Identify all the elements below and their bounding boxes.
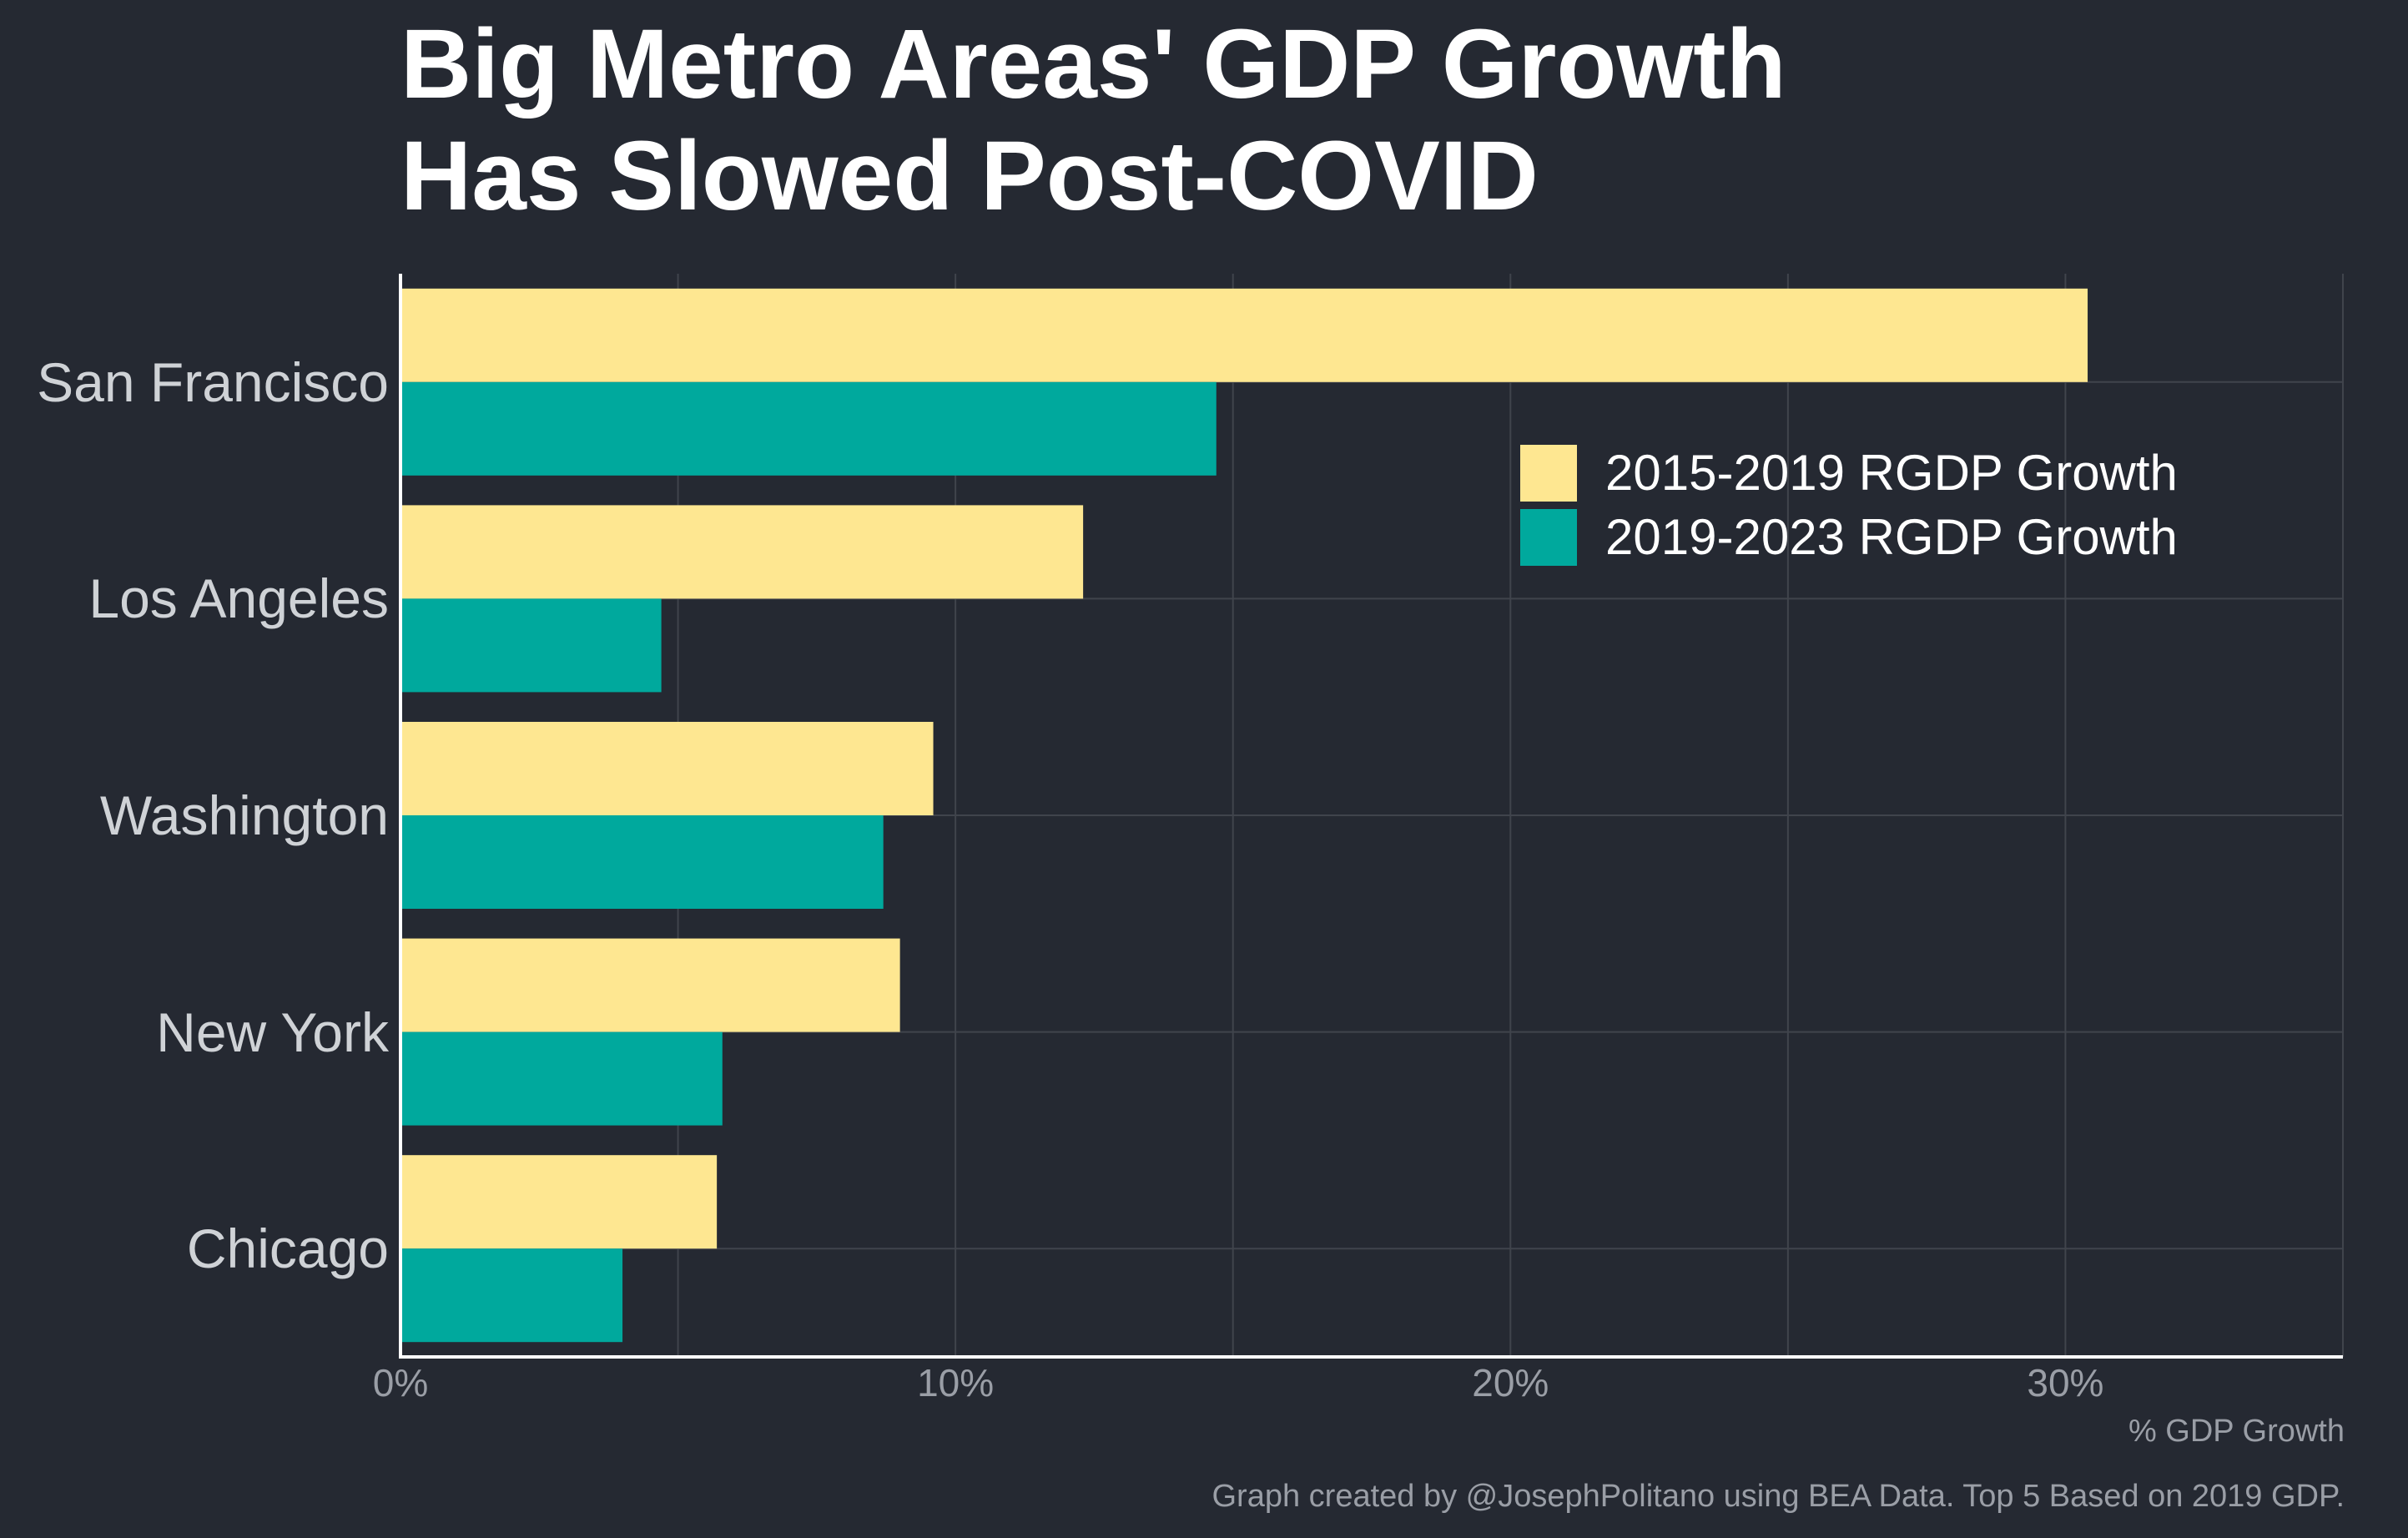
bar-new-york-series-1: [400, 938, 900, 1032]
legend-swatch-2019-2023: [1520, 508, 1577, 566]
x-tick-label-30: 30%: [2027, 1361, 2104, 1404]
bar-san-francisco-series-2: [400, 381, 1217, 476]
x-axis-label: % GDP Growth: [2128, 1414, 2345, 1449]
category-label-san-francisco: San Francisco: [37, 350, 389, 413]
bar-washington-series-2: [400, 815, 884, 909]
footer-credit: Graph created by @JosephPolitano using B…: [1212, 1479, 2345, 1514]
bar-los-angeles-series-1: [400, 505, 1084, 599]
bar-washington-series-1: [400, 722, 934, 815]
x-tick-label-0: 0%: [372, 1361, 429, 1404]
chart-title-line-2: Has Slowed Post-COVID: [400, 121, 1539, 231]
bar-new-york-series-2: [400, 1031, 723, 1126]
legend-item-2019-2023: 2019-2023 RGDP Growth: [1520, 505, 2178, 569]
bar-chicago-series-2: [400, 1248, 623, 1343]
x-tick-label-20: 20%: [1472, 1361, 1549, 1404]
category-label-chicago: Chicago: [186, 1218, 389, 1280]
legend: 2015-2019 RGDP Growth 2019-2023 RGDP Gro…: [1520, 441, 2178, 569]
bar-chicago-series-1: [400, 1155, 718, 1249]
bar-los-angeles-series-2: [400, 598, 662, 693]
legend-item-2015-2019: 2015-2019 RGDP Growth: [1520, 441, 2178, 505]
legend-label-2015-2019: 2015-2019 RGDP Growth: [1605, 445, 2178, 501]
bar-san-francisco-series-1: [400, 288, 2088, 382]
legend-label-2019-2023: 2019-2023 RGDP Growth: [1605, 509, 2178, 565]
category-label-new-york: New York: [156, 1001, 389, 1063]
chart-title-line-1: Big Metro Areas' GDP Growth: [400, 9, 1786, 119]
legend-swatch-2015-2019: [1520, 444, 1577, 502]
category-label-los-angeles: Los Angeles: [88, 567, 389, 630]
category-label-washington: Washington: [99, 784, 389, 846]
x-tick-label-10: 10%: [917, 1361, 995, 1404]
